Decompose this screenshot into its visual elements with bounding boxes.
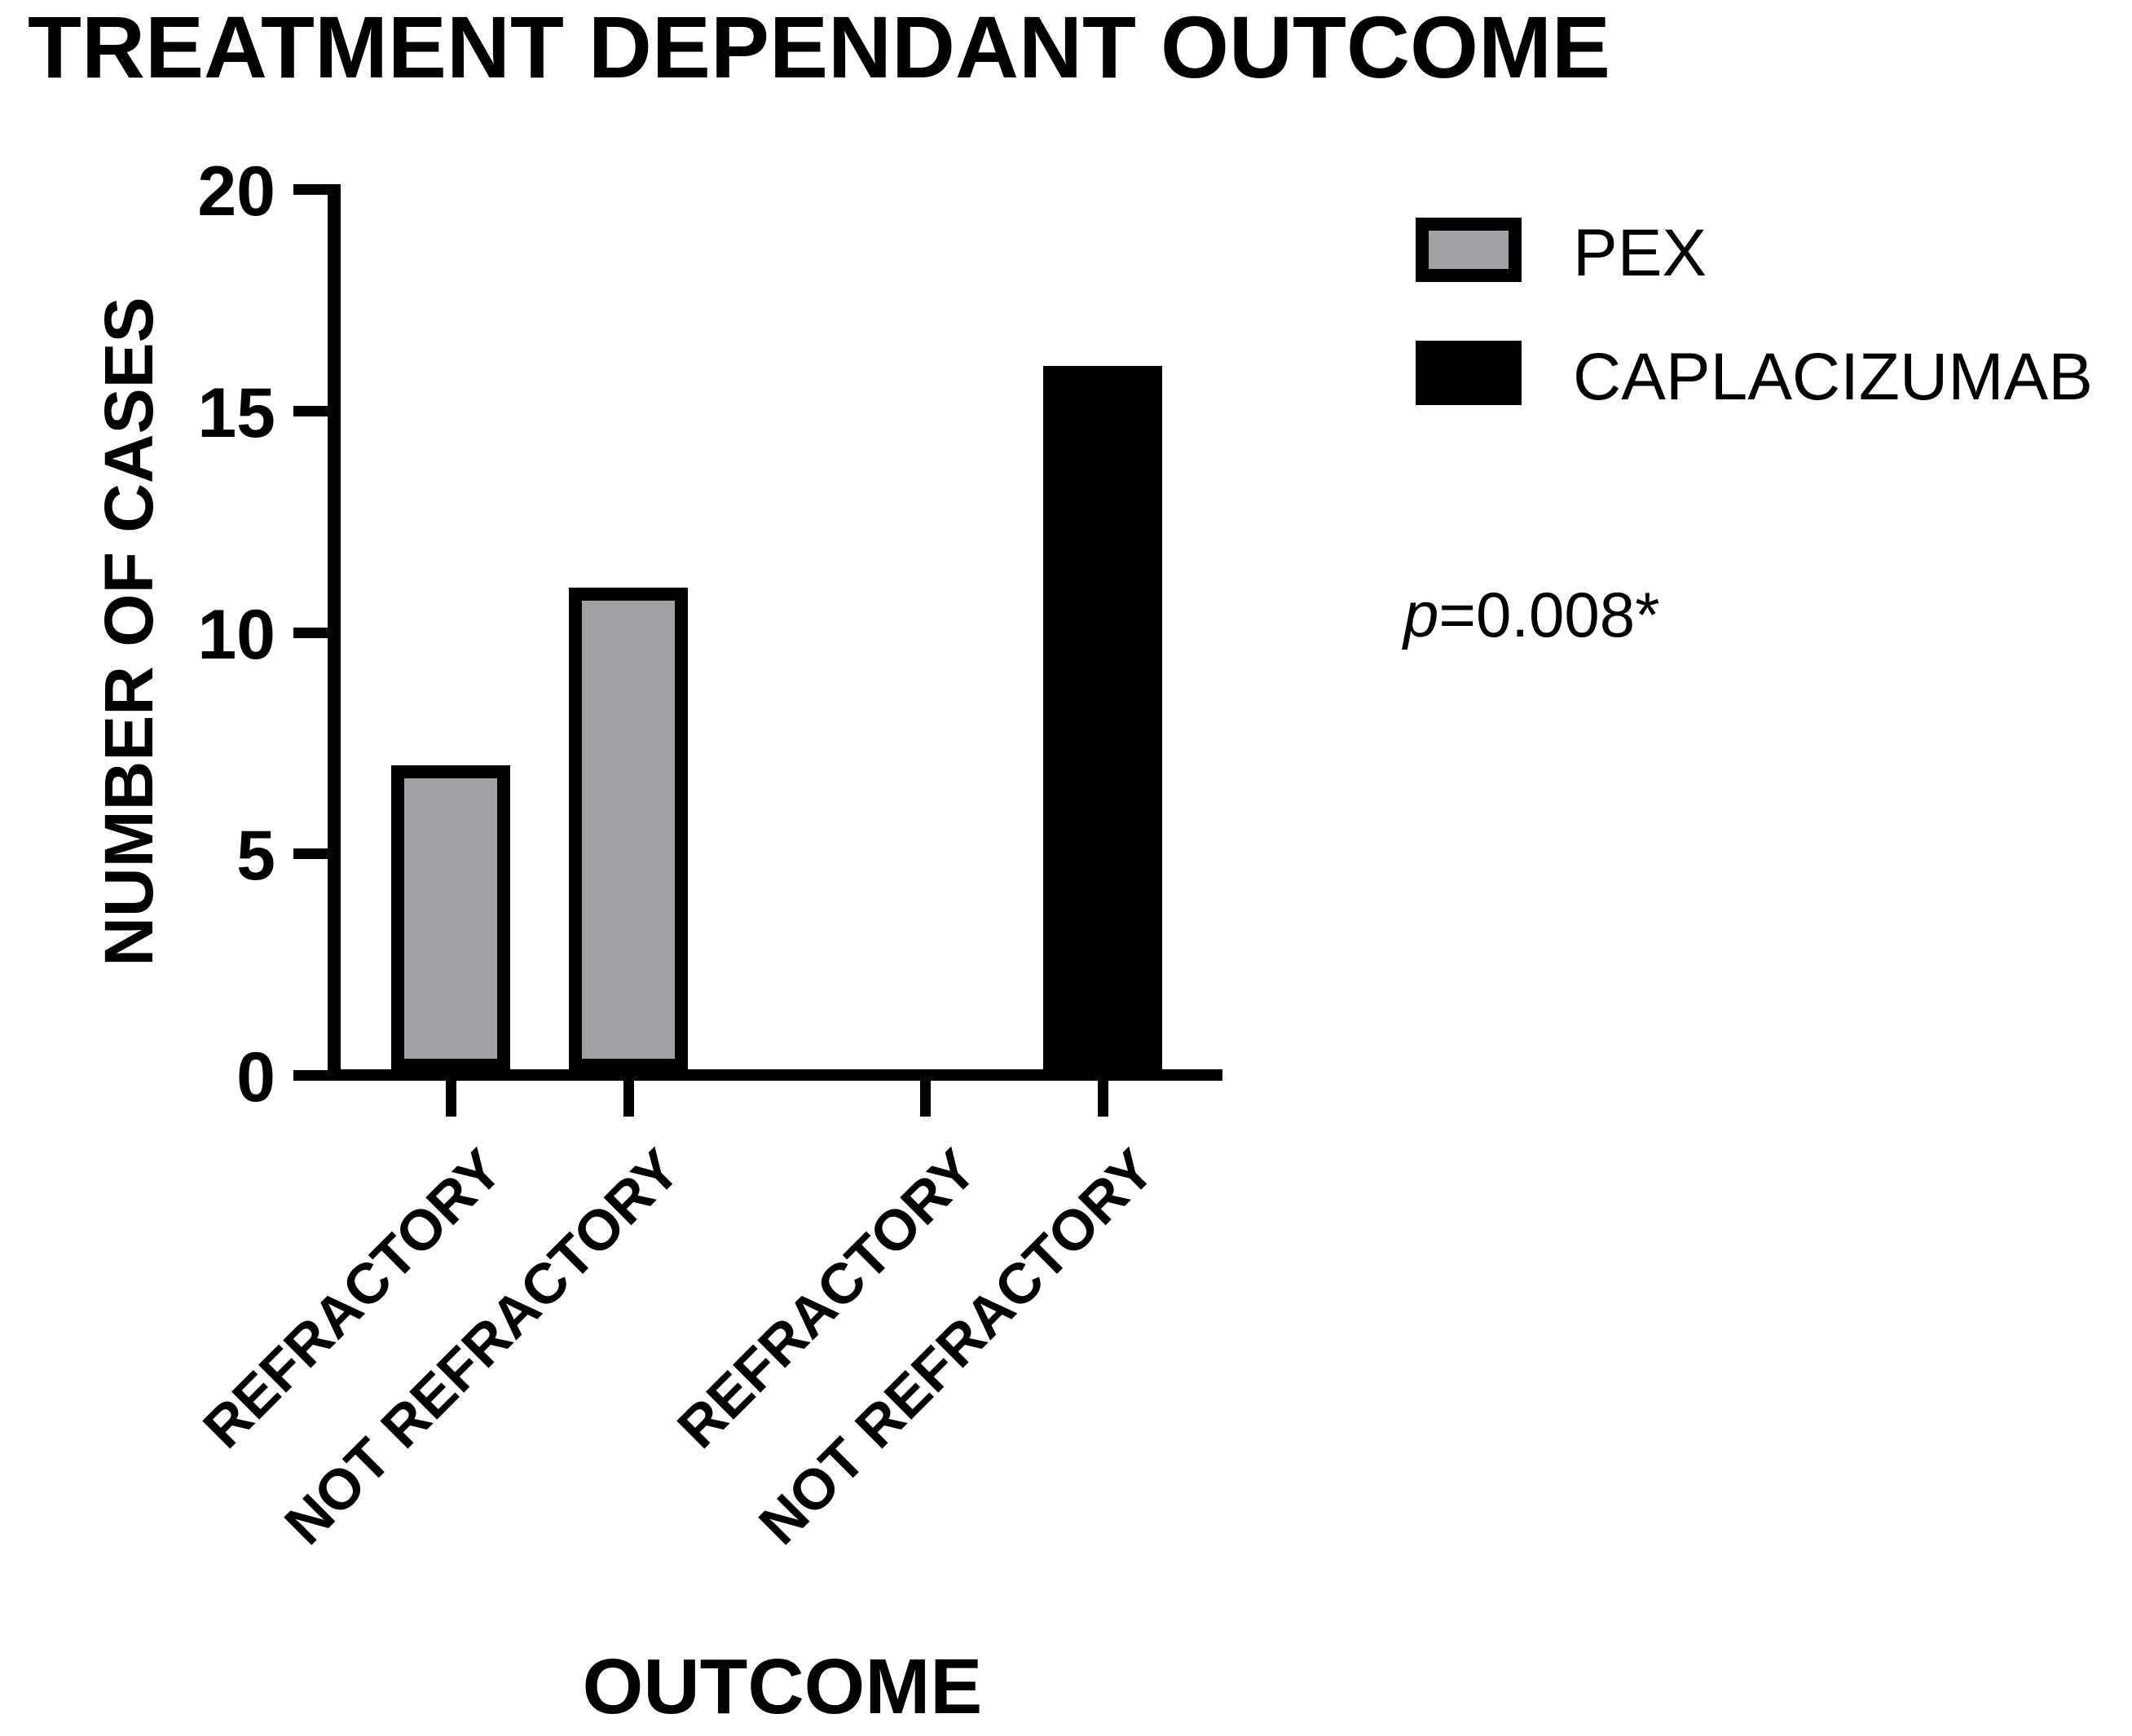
y-axis-line <box>328 184 341 1079</box>
legend-swatch-caplacizumab <box>1416 341 1522 405</box>
y-tick-label: 10 <box>197 595 275 674</box>
y-axis-tick <box>293 184 328 195</box>
bar-pex-not-refractory <box>569 588 688 1072</box>
x-axis-tick <box>446 1081 456 1117</box>
legend-label-caplacizumab: CAPLACIZUMAB <box>1573 340 2093 414</box>
y-tick-label: 15 <box>197 373 275 452</box>
x-axis-tick <box>623 1081 634 1117</box>
chart-title: TREATMENT DEPENDANT OUTCOME <box>28 0 1610 96</box>
bar-pex-refractory <box>391 764 510 1072</box>
legend-label-pex: PEX <box>1573 216 1707 290</box>
y-axis-tick <box>293 627 328 638</box>
p-value: =0.008* <box>1438 579 1660 650</box>
bar-caplacizumab-not-refractory <box>1043 366 1162 1072</box>
x-axis-tick <box>920 1081 931 1117</box>
p-value-annotation: p=0.008* <box>1403 579 1660 650</box>
x-axis-tick <box>1098 1081 1108 1117</box>
y-axis-tick <box>293 848 328 860</box>
y-axis-tick <box>293 1070 328 1081</box>
p-symbol: p <box>1403 579 1439 650</box>
y-tick-label: 20 <box>197 152 275 231</box>
y-tick-label: 0 <box>236 1038 275 1117</box>
x-axis-title: OUTCOME <box>582 1643 983 1730</box>
y-axis-tick <box>293 405 328 416</box>
x-axis-line <box>328 1069 1222 1081</box>
y-tick-label: 5 <box>236 817 275 896</box>
legend-swatch-pex <box>1416 218 1522 282</box>
